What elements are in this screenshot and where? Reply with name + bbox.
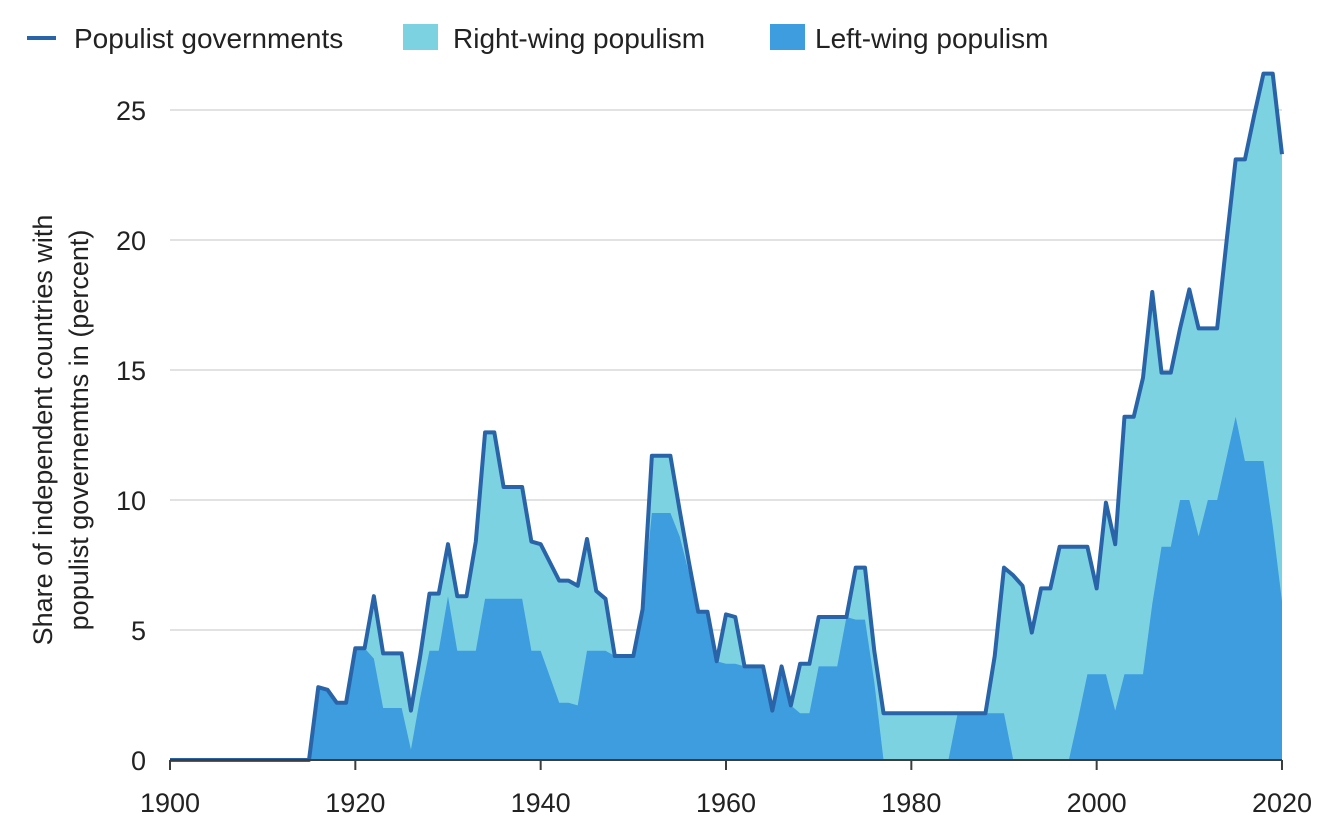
y-tick-label-5: 5 bbox=[131, 616, 146, 646]
legend-label-left-wing: Left-wing populism bbox=[815, 23, 1048, 54]
left-wing-area bbox=[170, 416, 1282, 760]
y-tick-label-0: 0 bbox=[131, 746, 146, 776]
x-tick-label-2000: 2000 bbox=[1067, 788, 1127, 818]
y-tick-label-15: 15 bbox=[116, 356, 146, 386]
legend-label-right-wing: Right-wing populism bbox=[453, 23, 705, 54]
legend-swatch-right-wing bbox=[403, 24, 438, 50]
legend: Populist governments Right-wing populism… bbox=[27, 23, 1048, 54]
y-tick-label-20: 20 bbox=[116, 226, 146, 256]
y-axis-title-line-2: populist governemtns in (percent) bbox=[64, 230, 94, 631]
legend-swatch-left-wing bbox=[770, 24, 805, 50]
x-tick-label-1980: 1980 bbox=[881, 788, 941, 818]
legend-item-populist-governments: Populist governments bbox=[27, 23, 343, 54]
populist-governments-line bbox=[170, 71, 1284, 762]
x-ticks: 1900 1920 1940 1960 1980 2000 2020 bbox=[140, 760, 1312, 818]
x-tick-label-1920: 1920 bbox=[325, 788, 385, 818]
x-tick-label-1900: 1900 bbox=[140, 788, 200, 818]
x-tick-label-2020: 2020 bbox=[1252, 788, 1312, 818]
y-axis-title-line-1: Share of independent countries with bbox=[28, 215, 58, 646]
area-layer bbox=[170, 73, 1282, 761]
y-ticks: 0 5 10 15 20 25 bbox=[116, 96, 146, 776]
y-tick-label-25: 25 bbox=[116, 96, 146, 126]
legend-item-left-wing: Left-wing populism bbox=[770, 23, 1048, 54]
x-tick-label-1940: 1940 bbox=[511, 788, 571, 818]
right-wing-area bbox=[170, 73, 1282, 761]
y-axis-title: Share of independent countries with popu… bbox=[28, 215, 94, 646]
line-layer bbox=[170, 71, 1284, 762]
x-tick-label-1960: 1960 bbox=[696, 788, 756, 818]
legend-item-right-wing: Right-wing populism bbox=[403, 23, 705, 54]
y-tick-label-10: 10 bbox=[116, 486, 146, 516]
legend-label-populist-governments: Populist governments bbox=[74, 23, 343, 54]
